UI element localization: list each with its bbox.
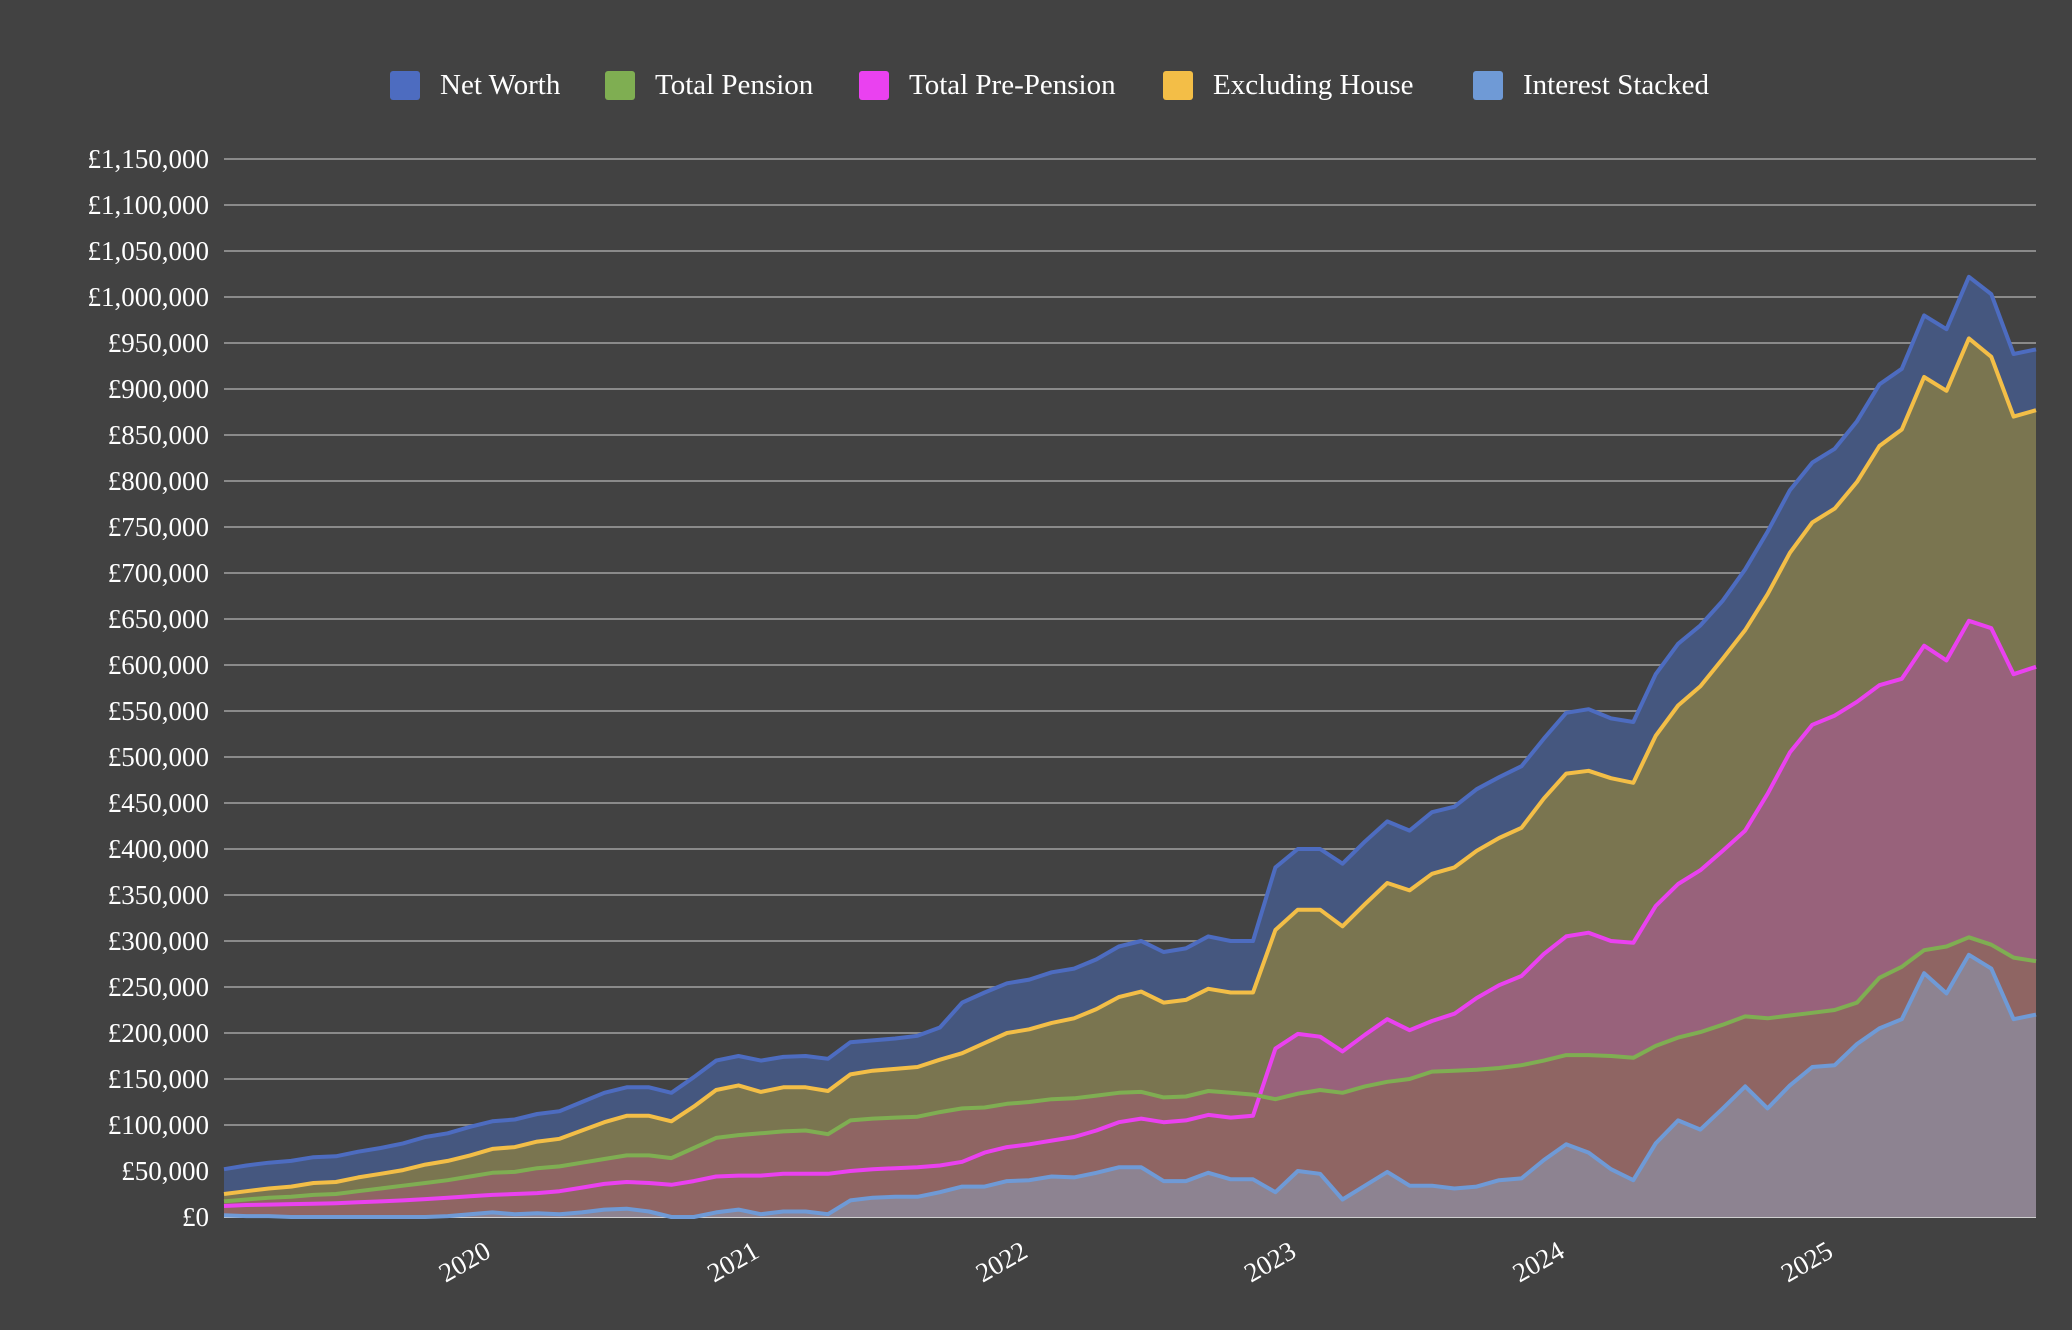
y-axis-ticks: £0 £50,000 £100,000 £150,000 £200,000 £250,00… (88, 144, 210, 1232)
total-pre-pension-line (223, 618, 2037, 1208)
net-worth-line (223, 274, 2037, 1172)
y-tick-label: £900,000 (108, 374, 209, 404)
y-tick-label: £300,000 (108, 926, 209, 956)
y-tick-label: £700,000 (108, 558, 209, 588)
y-tick-label: £0 (182, 1202, 209, 1232)
y-tick-label: £650,000 (108, 604, 209, 634)
y-tick-label: £800,000 (108, 466, 209, 496)
series-lines (223, 274, 2037, 1219)
legend-swatch (390, 71, 420, 100)
y-tick-label: £500,000 (108, 742, 209, 772)
y-tick-label: £850,000 (108, 420, 209, 450)
legend-item-total-pension[interactable]: Total Pension (605, 69, 814, 101)
y-tick-label: £400,000 (108, 834, 209, 864)
y-tick-label: £1,000,000 (88, 282, 210, 312)
y-tick-label: £150,000 (108, 1064, 209, 1094)
chart-legend[interactable]: Net Worth Total Pension Total Pre-Pension E… (390, 69, 1710, 101)
y-tick-label: £250,000 (108, 972, 209, 1002)
legend-item-interest-stacked[interactable]: Interest Stacked (1473, 69, 1710, 101)
legend-swatch (1163, 71, 1193, 100)
y-tick-label: £450,000 (108, 788, 209, 818)
x-tick-label: 2022 (971, 1235, 1033, 1288)
y-tick-label: £600,000 (108, 650, 209, 680)
x-tick-label: 2025 (1776, 1235, 1838, 1288)
x-tick-label: 2021 (702, 1235, 764, 1288)
legend-label: Interest Stacked (1523, 69, 1710, 101)
legend-label: Excluding House (1213, 69, 1414, 101)
y-tick-label: £1,150,000 (88, 144, 210, 174)
legend-item-total-pre-pension[interactable]: Total Pre-Pension (859, 69, 1116, 101)
y-tick-label: £200,000 (108, 1018, 209, 1048)
y-tick-label: £1,050,000 (88, 236, 210, 266)
y-tick-label: £550,000 (108, 696, 209, 726)
legend-swatch (859, 71, 889, 100)
legend-item-net-worth[interactable]: Net Worth (390, 69, 561, 101)
legend-item-excluding-house[interactable]: Excluding House (1163, 69, 1414, 101)
total-pension-line (223, 935, 2037, 1204)
x-tick-label: 2023 (1239, 1235, 1301, 1288)
interest-stacked-line (223, 952, 2037, 1219)
excluding-house-line (223, 336, 2037, 1196)
y-tick-label: £100,000 (108, 1110, 209, 1140)
legend-label: Net Worth (440, 69, 561, 101)
series-areas (224, 276, 2036, 1217)
legend-swatch (1473, 71, 1503, 100)
x-tick-label: 2024 (1507, 1235, 1569, 1288)
y-tick-label: £350,000 (108, 880, 209, 910)
y-tick-label: £50,000 (121, 1156, 209, 1186)
y-tick-label: £1,100,000 (88, 190, 210, 220)
legend-label: Total Pension (655, 69, 814, 101)
total-pension-area (224, 937, 2036, 1217)
legend-label: Total Pre-Pension (909, 69, 1116, 101)
y-tick-label: £950,000 (108, 328, 209, 358)
x-axis-ticks: 2020 2021 2022 2023 2024 2025 (434, 1235, 1838, 1288)
legend-swatch (605, 71, 635, 100)
x-tick-label: 2020 (434, 1235, 496, 1288)
y-tick-label: £750,000 (108, 512, 209, 542)
